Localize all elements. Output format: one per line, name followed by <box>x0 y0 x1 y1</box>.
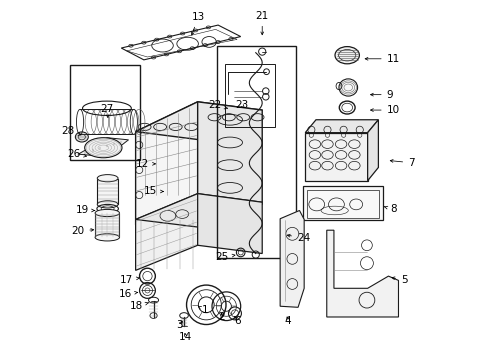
Text: 27: 27 <box>100 104 114 117</box>
Ellipse shape <box>97 175 118 182</box>
Text: 23: 23 <box>236 100 249 111</box>
Ellipse shape <box>85 138 122 158</box>
Text: 9: 9 <box>370 90 393 100</box>
Text: 18: 18 <box>129 301 148 311</box>
Text: 26: 26 <box>67 149 87 159</box>
Ellipse shape <box>97 201 118 208</box>
Text: 24: 24 <box>287 233 310 243</box>
Text: 21: 21 <box>256 11 269 35</box>
Text: 4: 4 <box>285 316 292 325</box>
Text: 12: 12 <box>136 159 155 169</box>
Bar <box>303 186 383 220</box>
Ellipse shape <box>335 46 359 64</box>
Polygon shape <box>327 230 398 317</box>
Text: 1: 1 <box>198 305 208 315</box>
Bar <box>217 46 296 258</box>
Polygon shape <box>305 133 368 181</box>
Text: 19: 19 <box>76 206 95 216</box>
Text: 14: 14 <box>179 332 193 342</box>
Text: 20: 20 <box>71 226 94 236</box>
Text: 15: 15 <box>144 186 163 197</box>
Polygon shape <box>136 102 262 140</box>
Text: 16: 16 <box>119 289 138 299</box>
Text: 7: 7 <box>390 158 415 168</box>
Text: 2: 2 <box>219 312 225 322</box>
Bar <box>225 64 275 127</box>
Ellipse shape <box>95 234 120 241</box>
Polygon shape <box>136 194 262 227</box>
Ellipse shape <box>95 210 120 217</box>
Bar <box>95 213 120 237</box>
Polygon shape <box>136 102 197 225</box>
Polygon shape <box>305 120 378 133</box>
Text: 6: 6 <box>235 316 241 325</box>
Text: 22: 22 <box>208 100 227 111</box>
Bar <box>70 65 140 160</box>
Polygon shape <box>78 138 128 157</box>
Bar <box>97 179 118 204</box>
Polygon shape <box>197 102 262 204</box>
Polygon shape <box>368 120 378 181</box>
Text: 11: 11 <box>365 54 400 64</box>
Polygon shape <box>197 194 262 253</box>
Polygon shape <box>280 211 304 307</box>
Text: 5: 5 <box>392 275 408 285</box>
Ellipse shape <box>339 79 358 96</box>
Text: 10: 10 <box>370 105 400 115</box>
Polygon shape <box>136 194 197 270</box>
Text: 3: 3 <box>176 320 183 330</box>
Text: 13: 13 <box>192 12 205 35</box>
Bar <box>307 190 379 218</box>
Text: 17: 17 <box>120 275 139 285</box>
Text: 25: 25 <box>216 252 235 262</box>
Text: 8: 8 <box>385 204 397 215</box>
Text: 28: 28 <box>61 126 81 135</box>
